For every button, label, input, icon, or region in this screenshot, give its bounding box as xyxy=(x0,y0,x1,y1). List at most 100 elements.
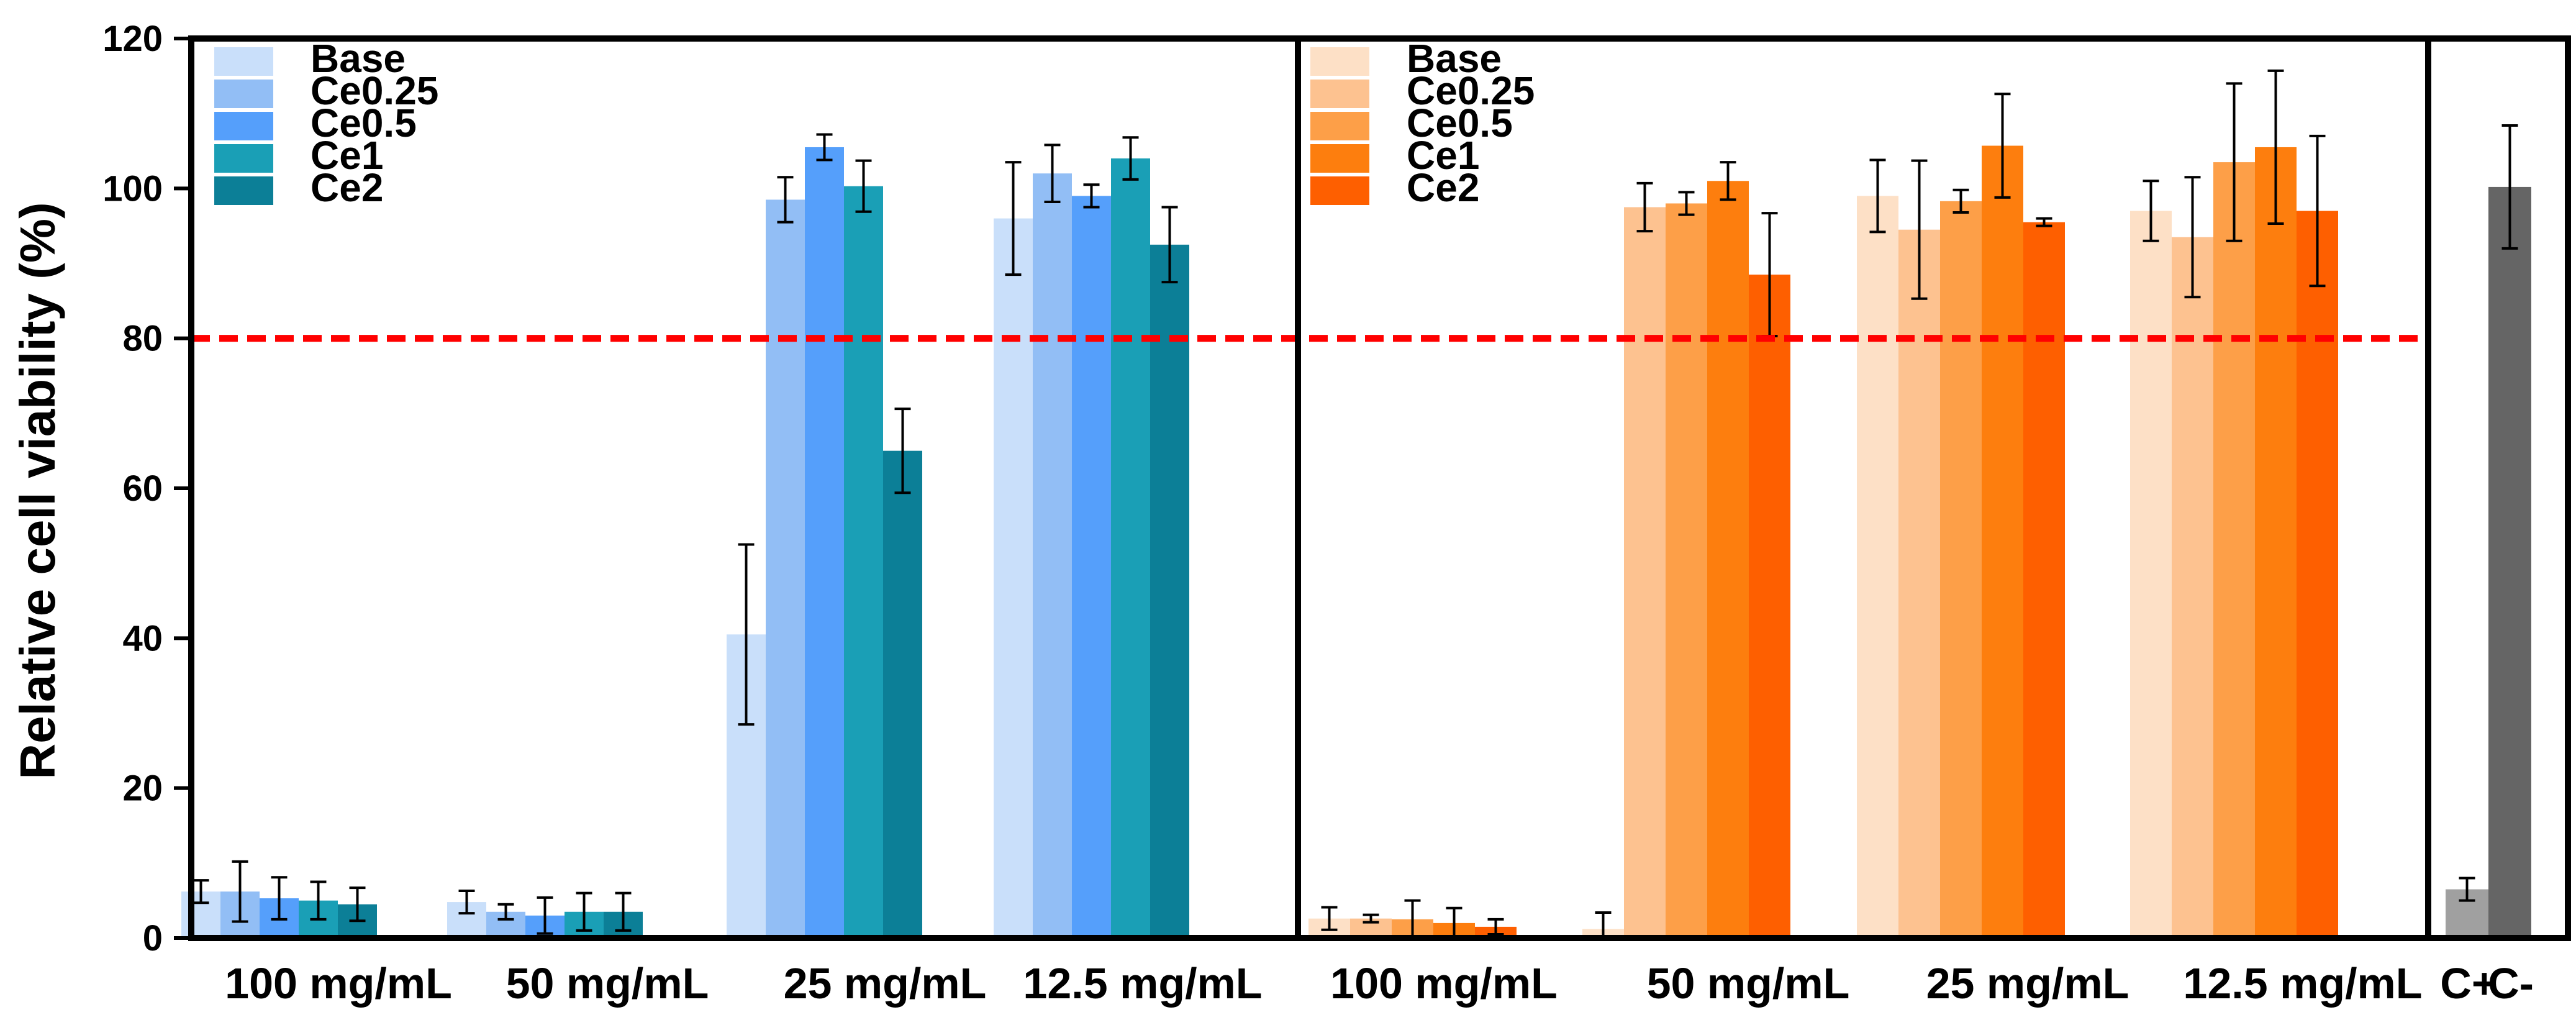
bar-blue-ce025-3 xyxy=(1033,173,1072,939)
x-axis-labels: 100 mg/mL 50 mg/mL 25 mg/mL 12.5 mg/mL 100 m… xyxy=(225,959,2534,1008)
error-bar xyxy=(271,876,288,921)
x-tick-label: C- xyxy=(2488,959,2534,1008)
legend-swatch xyxy=(1310,80,1369,108)
bar-blue-ce1-2 xyxy=(844,186,883,938)
bar-orange-ce2-2 xyxy=(2023,222,2065,939)
legend-swatch xyxy=(214,112,273,140)
error-bar xyxy=(1636,181,1653,233)
bar-blue-ce2-3 xyxy=(1150,244,1189,938)
error-bar xyxy=(2501,124,2518,250)
y-tick-label: 80 xyxy=(122,319,163,359)
y-axis: 0 20 40 60 80 100 120 xyxy=(102,19,194,959)
x-tick-label: C+ xyxy=(2440,959,2497,1008)
error-bar xyxy=(193,879,209,904)
legend-swatch xyxy=(214,176,273,205)
bar-orange-ce1-1 xyxy=(1707,181,1749,939)
x-tick-label: 25 mg/mL xyxy=(784,959,987,1008)
bar-orange-ce025-2 xyxy=(1898,229,1940,939)
error-bar xyxy=(310,880,327,921)
error-bar xyxy=(458,889,475,915)
legend-swatch xyxy=(214,80,273,108)
legend-swatch xyxy=(1310,144,1369,173)
bar-controls-controls-1 xyxy=(2488,186,2531,938)
x-tick-label: 25 mg/mL xyxy=(1926,959,2129,1008)
y-tick-label: 40 xyxy=(122,618,163,658)
panel-frame-controls xyxy=(2425,35,2571,941)
error-bar xyxy=(2036,217,2052,227)
error-bar xyxy=(1005,161,1022,276)
legend-swatch xyxy=(214,47,273,76)
error-bar xyxy=(1869,158,1886,234)
legend-swatch xyxy=(1310,112,1369,140)
error-bar xyxy=(576,891,592,932)
error-bar xyxy=(1678,191,1695,216)
error-bar xyxy=(615,891,632,932)
bar-orange-ce05-2 xyxy=(1940,201,1982,938)
error-bar xyxy=(349,886,366,922)
error-bar xyxy=(497,903,514,921)
error-bar xyxy=(1363,913,1379,924)
legend-label: Ce0.25 xyxy=(1407,68,1535,113)
bar-blue-ce05-2 xyxy=(805,147,844,938)
legends: BaseCe0.25Ce0.5Ce1Ce2BaseCe0.25Ce0.5Ce1C… xyxy=(214,36,1535,210)
legend-label: Ce0.5 xyxy=(311,101,417,145)
error-bar xyxy=(1161,206,1178,284)
error-bar xyxy=(1994,93,2011,199)
error-bar xyxy=(777,176,794,224)
error-bar xyxy=(1720,161,1736,201)
error-bar xyxy=(1911,159,1928,300)
error-bar xyxy=(2184,176,2201,299)
error-bar xyxy=(2226,82,2243,242)
bar-orange-ce05-1 xyxy=(1666,203,1707,938)
bar-orange-ce025-1 xyxy=(1624,207,1666,938)
y-tick-label: 0 xyxy=(143,918,163,959)
error-bar xyxy=(894,408,911,494)
error-bar xyxy=(816,133,833,162)
y-tick-label: 20 xyxy=(122,768,163,809)
y-tick-label: 100 xyxy=(102,168,163,209)
legend-label: Ce2 xyxy=(311,165,383,210)
y-tick-label: 60 xyxy=(122,468,163,509)
error-bar xyxy=(1044,144,1061,204)
x-tick-label: 50 mg/mL xyxy=(1647,959,1850,1008)
bar-orange-ce05-3 xyxy=(2213,162,2255,939)
y-tick-label: 120 xyxy=(102,19,163,59)
bar-orange-ce2-3 xyxy=(2297,211,2338,938)
error-bar xyxy=(738,543,755,726)
bar-orange-ce2-1 xyxy=(1749,275,1790,939)
error-bar xyxy=(1083,183,1100,209)
error-bar xyxy=(1122,136,1139,181)
bar-blue-ce1-3 xyxy=(1111,158,1150,939)
error-bar xyxy=(2143,180,2159,242)
legend-swatch xyxy=(1310,176,1369,205)
legend-label: Base xyxy=(1407,36,1502,81)
legend-label: Ce2 xyxy=(1407,165,1479,210)
x-tick-label: 50 mg/mL xyxy=(506,959,709,1008)
bar-orange-base-3 xyxy=(2130,211,2172,938)
y-axis-label: Relative cell viability (%) xyxy=(10,202,65,779)
error-bar xyxy=(1952,188,1969,214)
error-bar xyxy=(2309,134,2326,288)
bar-orange-ce025-3 xyxy=(2172,237,2213,939)
bar-blue-ce05-3 xyxy=(1072,196,1111,938)
legend-label: Ce0.5 xyxy=(1407,101,1513,145)
legend-label: Ce1 xyxy=(1407,133,1479,178)
error-bar xyxy=(855,159,872,213)
x-tick-label: 12.5 mg/mL xyxy=(2183,959,2422,1008)
bar-blue-ce2-2 xyxy=(883,450,922,938)
plot-area xyxy=(181,69,2531,939)
bar-blue-ce025-2 xyxy=(766,199,805,938)
error-bar xyxy=(1487,918,1504,936)
bar-orange-ce1-3 xyxy=(2255,147,2297,938)
error-bar xyxy=(537,896,553,935)
x-tick-label: 100 mg/mL xyxy=(225,959,452,1008)
bar-orange-base-2 xyxy=(1857,196,1898,938)
error-bar xyxy=(232,860,248,923)
legend-label: Ce1 xyxy=(311,133,383,178)
error-bar xyxy=(1321,906,1338,931)
legend-swatch xyxy=(214,144,273,173)
bar-orange-ce1-2 xyxy=(1982,145,2023,938)
x-tick-label: 100 mg/mL xyxy=(1330,959,1558,1008)
legend-swatch xyxy=(1310,47,1369,76)
